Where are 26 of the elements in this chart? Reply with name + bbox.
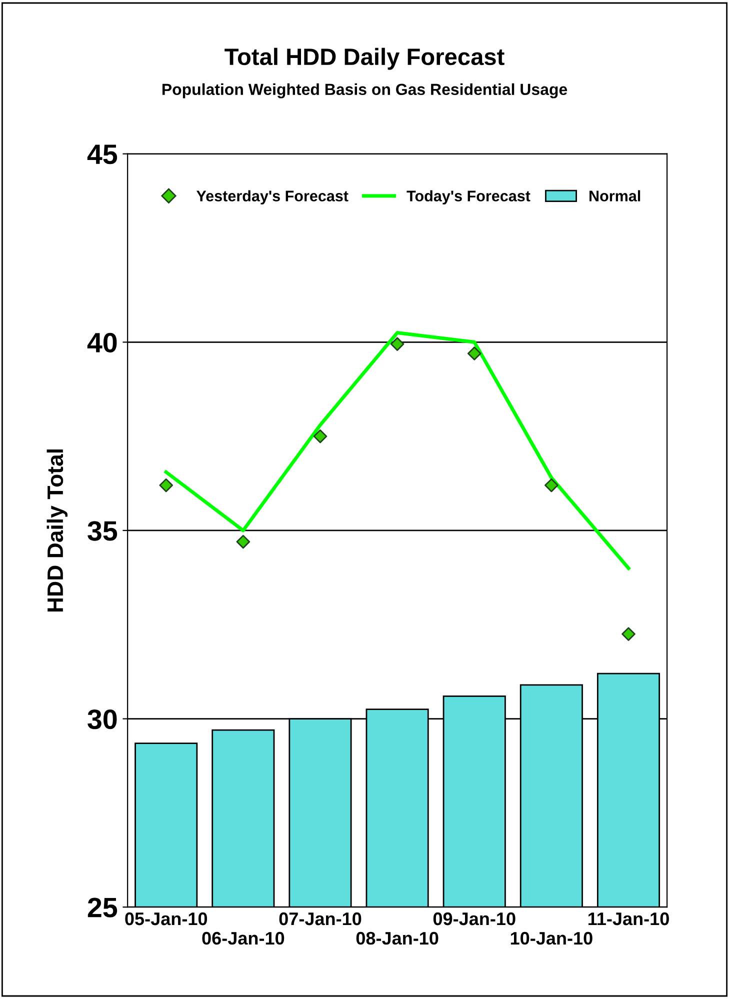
- y-axis-title: HDD Daily Total: [46, 450, 68, 612]
- x-tick-label: 10-Jan-10: [510, 932, 592, 945]
- legend-label: Normal: [590, 190, 640, 202]
- y-tick-label: 35: [88, 521, 118, 541]
- point: [236, 534, 250, 549]
- x-tick-label: 07-Jan-10: [279, 912, 362, 926]
- y-tick-label: 40: [87, 332, 117, 352]
- point: [390, 337, 404, 351]
- x-tick-label: 06-Jan-10: [202, 932, 284, 945]
- point: [467, 346, 482, 360]
- chart-title: Total HDD Daily Forecast: [224, 48, 504, 70]
- y-tick-label: 25: [88, 898, 118, 918]
- point: [159, 478, 174, 492]
- legend-label: Today's Forecast: [406, 190, 530, 204]
- legend-label: Yesterday's Forecast: [196, 190, 348, 204]
- chart-subtitle: Population Weighted Basis on Gas Residential Usage: [162, 83, 568, 98]
- x-tick-label: 11-Jan-10: [588, 912, 669, 926]
- x-tick-label: 08-Jan-10: [356, 932, 438, 945]
- point: [622, 627, 636, 641]
- x-tick-label: 05-Jan-10: [125, 912, 208, 926]
- y-tick-label: 30: [88, 709, 117, 730]
- line-series: [164, 331, 630, 570]
- point: [313, 429, 328, 444]
- y-tick-label: 45: [87, 144, 118, 164]
- x-tick-label: 09-Jan-10: [433, 912, 516, 926]
- point: [544, 478, 558, 492]
